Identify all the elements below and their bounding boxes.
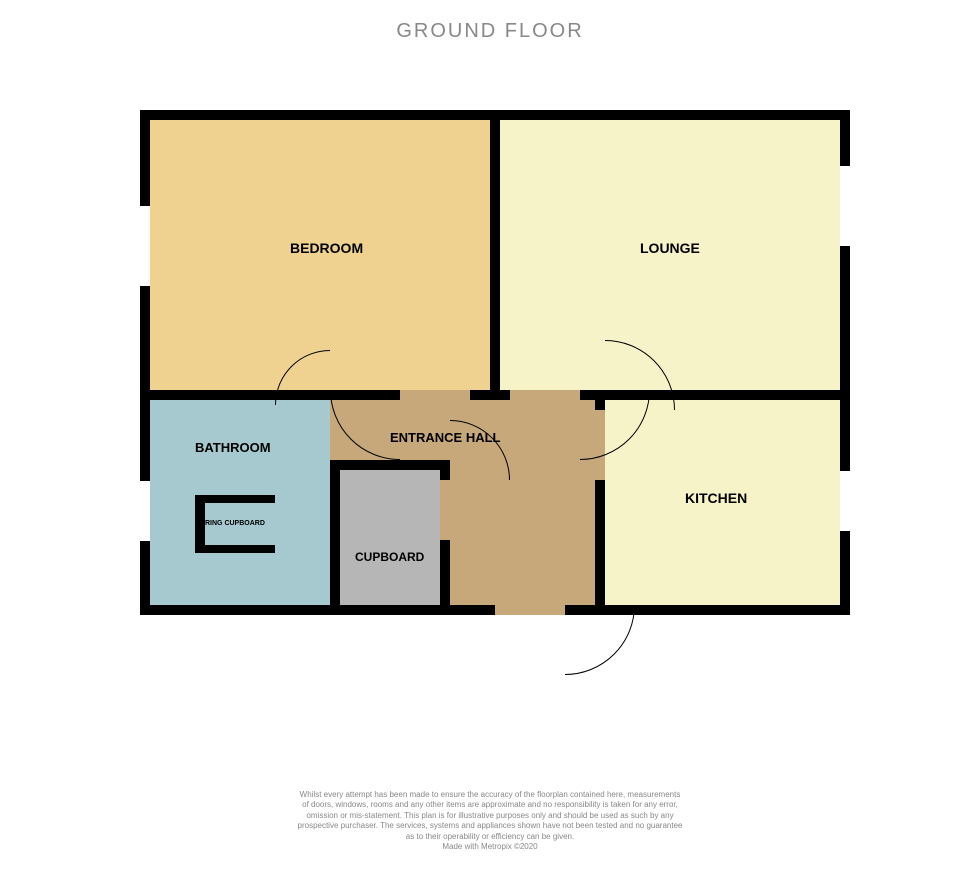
interior-wall: [330, 460, 340, 605]
room-label-entrance_hall: ENTRANCE HALL: [390, 430, 501, 445]
room-label-kitchen: KITCHEN: [685, 490, 747, 506]
outer-wall: [140, 110, 850, 120]
page: GROUND FLOOR BEDROOM LOUNGE BATHROOM ENTRAN…: [0, 0, 980, 875]
room-cupboard: [340, 470, 450, 605]
door-opening: [510, 390, 580, 400]
floor-title: GROUND FLOOR: [0, 20, 980, 43]
door-opening: [440, 480, 450, 540]
door-arc: [450, 420, 510, 480]
interior-wall: [195, 495, 275, 503]
door-opening: [400, 390, 470, 400]
window: [840, 165, 850, 247]
room-label-bathroom: BATHROOM: [195, 440, 271, 455]
disclaimer-text: Whilst every attempt has been made to en…: [190, 790, 790, 852]
door-opening: [495, 605, 565, 615]
room-label-lounge: LOUNGE: [640, 240, 700, 256]
interior-wall: [195, 545, 275, 553]
door-arc: [330, 390, 400, 460]
door-arc: [275, 350, 330, 405]
window: [140, 480, 150, 542]
window: [140, 205, 150, 287]
room-label-bedroom: BEDROOM: [290, 240, 363, 256]
room-label-airing: AIRING CUPBOARD: [198, 520, 265, 527]
floorplan: BEDROOM LOUNGE BATHROOM ENTRANCE HALL KITCHE…: [140, 110, 850, 615]
interior-wall: [150, 390, 840, 400]
interior-wall: [490, 120, 500, 390]
door-arc: [605, 340, 675, 410]
window: [840, 470, 850, 532]
interior-wall: [340, 460, 450, 470]
door-arc: [565, 605, 635, 675]
room-label-cupboard: CUPBOARD: [355, 550, 424, 564]
